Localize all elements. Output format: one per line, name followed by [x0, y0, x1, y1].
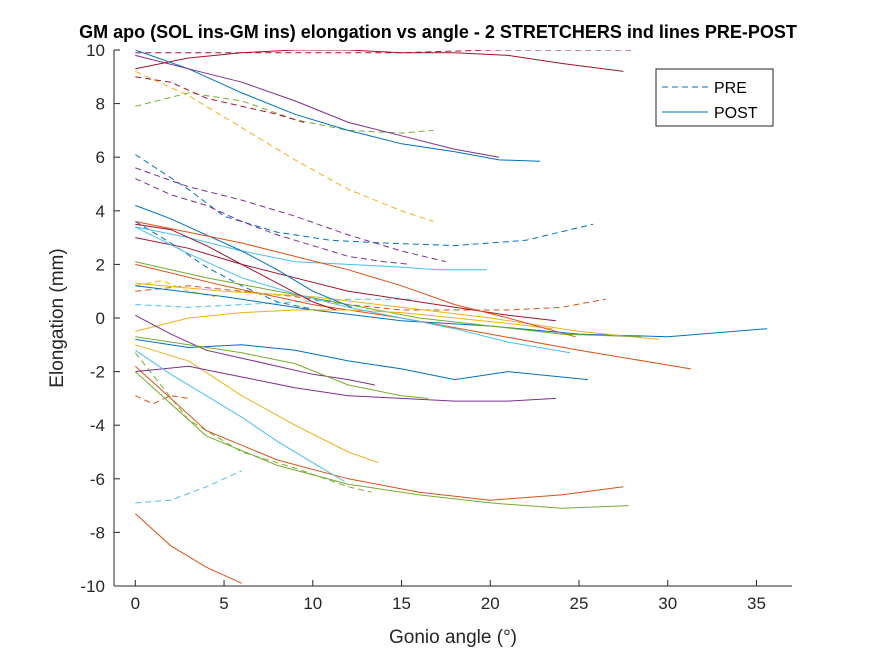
- y-tick-label: 8: [96, 95, 105, 114]
- pre-series-line-11: [134, 352, 372, 493]
- y-tick-label: 2: [96, 255, 105, 274]
- pre-series-line-1: [135, 285, 606, 311]
- x-tick-label: 35: [747, 594, 766, 613]
- pre-series-line-3: [135, 178, 411, 265]
- post-series-line-15: [134, 365, 624, 501]
- y-tick-label: 0: [96, 309, 105, 328]
- y-tick-label: -4: [90, 416, 105, 435]
- pre-series-line-4: [135, 92, 434, 134]
- pre-series-line-2: [135, 70, 434, 222]
- y-tick-label: -10: [80, 577, 105, 596]
- x-tick-label: 5: [219, 594, 228, 613]
- post-series-line-32: [135, 336, 429, 399]
- y-tick-label: 10: [86, 41, 105, 60]
- x-tick-label: 25: [570, 594, 589, 613]
- post-series-line-23: [135, 282, 659, 340]
- post-series-line-34: [135, 223, 337, 311]
- post-series-line-18: [134, 371, 629, 509]
- post-series-line-26: [135, 349, 345, 482]
- post-series-line-30: [135, 309, 553, 332]
- post-series-line-21: [135, 285, 768, 338]
- y-tick-label: -8: [90, 523, 105, 542]
- y-tick-label: 6: [96, 148, 105, 167]
- post-series-line-16: [135, 344, 379, 464]
- y-axis-label: Elongation (mm): [47, 248, 68, 387]
- post-series-line-24: [135, 54, 500, 158]
- legend-label-pre: PRE: [714, 80, 747, 97]
- series-layer: [134, 50, 768, 584]
- post-series-line-28: [135, 338, 588, 381]
- x-tick-label: 20: [481, 594, 500, 613]
- post-series-line-17: [135, 365, 556, 402]
- pre-series-line-7: [135, 221, 317, 311]
- x-ticks: 0 5 10 15 20 25 30 35: [131, 580, 766, 613]
- post-series-line-14: [135, 50, 541, 162]
- chart-title: GM apo (SOL ins-GM ins) elongation vs an…: [79, 22, 797, 42]
- post-series-line-35: [135, 204, 352, 308]
- legend: PRE POST: [655, 68, 774, 127]
- post-series-line-31: [135, 314, 375, 386]
- post-series-line-29: [134, 513, 243, 584]
- x-tick-label: 10: [303, 594, 322, 613]
- y-tick-label: -6: [90, 470, 105, 489]
- x-axis-label: Gonio angle (°): [389, 627, 517, 648]
- y-ticks: -10 -8 -6 -4 -2 0 2 4 6 8 10: [80, 41, 120, 596]
- post-series-line-20: [135, 237, 556, 322]
- post-series-line-27: [135, 50, 624, 72]
- legend-label-post: POST: [714, 105, 758, 122]
- legend-box: [655, 68, 774, 127]
- x-tick-label: 15: [392, 594, 411, 613]
- x-tick-label: 30: [658, 594, 677, 613]
- post-series-line-36: [135, 221, 576, 338]
- y-tick-label: -2: [90, 363, 105, 382]
- pre-series-line-13: [135, 76, 305, 123]
- y-tick-label: 4: [96, 202, 105, 221]
- pre-series-line-5: [135, 470, 243, 504]
- post-series-line-33: [135, 226, 571, 354]
- pre-series-line-9: [135, 279, 216, 298]
- x-tick-label: 0: [131, 594, 140, 613]
